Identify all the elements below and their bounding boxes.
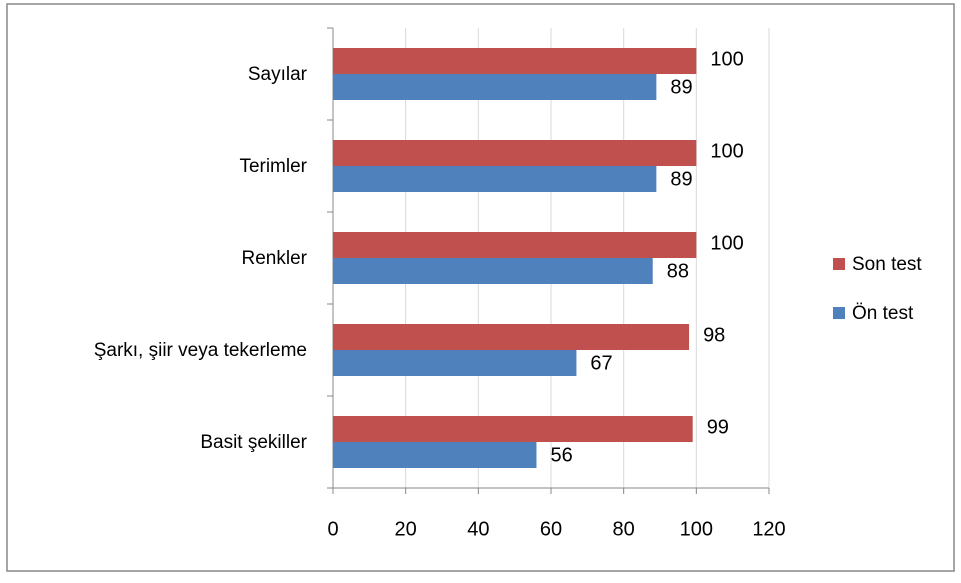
bar [333, 166, 657, 192]
x-tick-label: 100 [680, 518, 713, 540]
bar [333, 232, 697, 258]
x-tick-label: 120 [752, 518, 785, 540]
data-label: 99 [707, 416, 729, 438]
x-tick-label: 40 [467, 518, 489, 540]
bar [333, 48, 697, 74]
data-label: 98 [703, 324, 725, 346]
y-tick-label: Sayılar [248, 64, 308, 85]
bar [333, 74, 657, 100]
bar [333, 350, 577, 376]
y-tick-label: Terimler [239, 156, 307, 177]
legend-swatch [833, 258, 845, 270]
legend-label: Son test [852, 254, 922, 275]
data-label: 100 [710, 140, 743, 162]
y-tick-label: Renkler [242, 248, 308, 269]
y-tick-label: Şarkı, şiir veya tekerleme [94, 340, 307, 361]
bar [333, 258, 653, 284]
x-tick-label: 20 [395, 518, 417, 540]
data-label: 89 [670, 76, 692, 98]
x-tick-label: 0 [327, 518, 338, 540]
data-label: 100 [710, 48, 743, 70]
x-tick-label: 60 [540, 518, 562, 540]
legend-label: Ön test [852, 303, 914, 324]
bar [333, 140, 697, 166]
y-tick-label: Basit şekiller [200, 432, 307, 453]
bar [333, 416, 693, 442]
bar [333, 324, 690, 350]
data-label: 100 [710, 232, 743, 254]
x-tick-label: 80 [613, 518, 635, 540]
legend-swatch [833, 307, 845, 319]
data-label: 67 [590, 352, 612, 374]
data-label: 56 [550, 444, 572, 466]
data-label: 89 [670, 168, 692, 190]
bar [333, 442, 537, 468]
data-label: 88 [667, 260, 689, 282]
